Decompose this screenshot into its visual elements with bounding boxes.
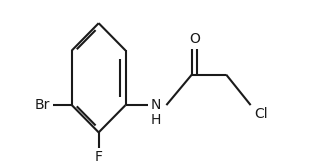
Text: H: H bbox=[151, 113, 161, 127]
Text: Cl: Cl bbox=[254, 107, 268, 121]
Text: F: F bbox=[95, 150, 103, 164]
Text: N: N bbox=[151, 98, 161, 112]
Text: Br: Br bbox=[35, 98, 50, 112]
Text: O: O bbox=[189, 32, 200, 46]
